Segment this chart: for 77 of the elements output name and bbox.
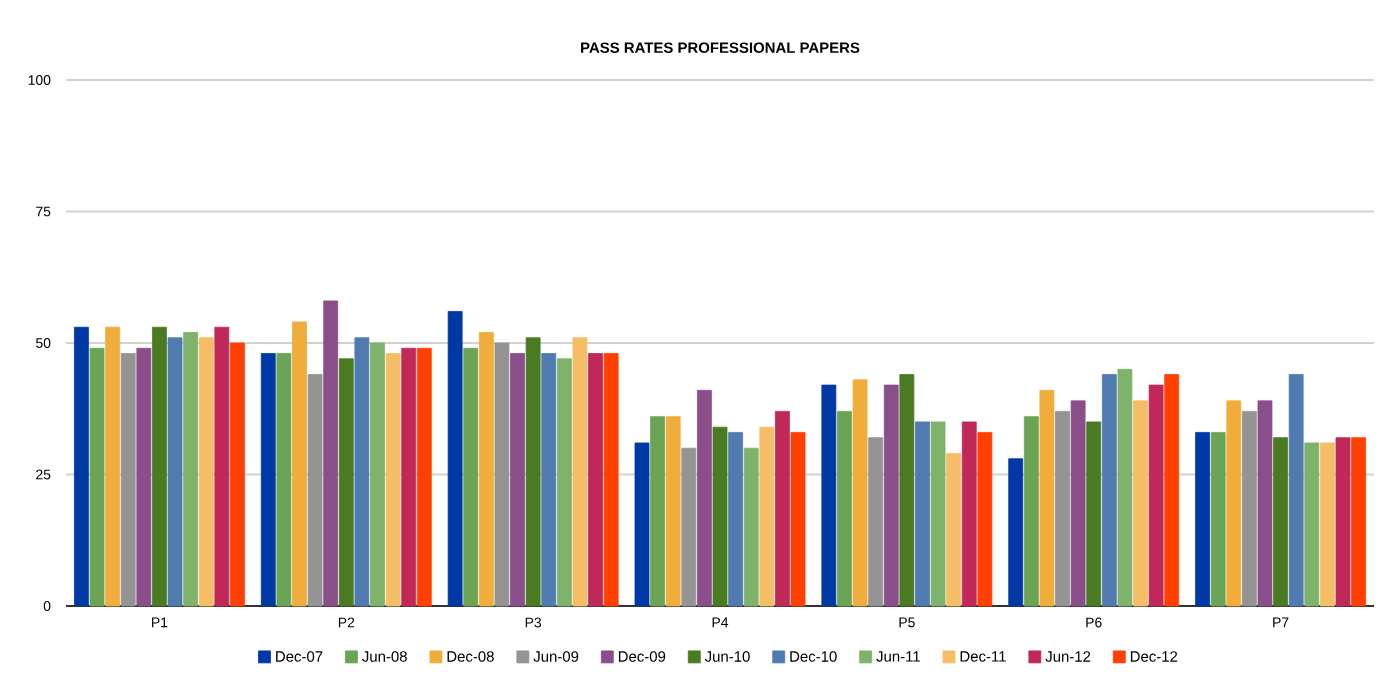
bar [463,347,479,607]
bar [401,347,417,607]
bar [89,347,105,607]
bar [120,353,136,607]
bar [837,410,852,607]
bar [260,353,276,607]
bar [1257,400,1273,607]
bar [1210,432,1226,607]
bar [728,432,743,607]
bar [883,384,899,607]
bar [1055,410,1070,607]
bar [681,447,697,607]
bar [556,358,572,607]
bar [1086,421,1102,607]
bar [198,337,214,607]
bar [1070,400,1086,607]
bar [1304,442,1320,607]
bar [712,426,728,607]
bar [292,321,307,607]
bar [868,437,884,607]
bar [214,326,230,607]
bar [478,332,494,607]
bar [338,358,354,607]
bar [946,453,962,607]
bar [525,337,541,607]
bar [323,300,339,607]
bar [1133,400,1148,607]
bar [1039,389,1055,607]
bar [183,332,199,607]
bar [852,379,868,607]
bar [230,342,245,607]
bar [650,416,665,607]
bar [307,374,323,607]
bar [790,432,806,607]
bar [915,421,930,607]
bar [1351,437,1366,607]
bar [961,421,977,607]
bar [105,326,121,607]
bar [1335,437,1351,607]
bar [743,447,759,607]
bar [354,337,370,607]
bar [899,374,915,607]
bar [1117,368,1133,607]
bar [775,410,790,607]
bar [1273,437,1288,607]
bar [930,421,946,607]
bar [1023,416,1039,607]
bar [603,353,619,607]
bar [1195,432,1210,607]
bar [1164,374,1180,607]
bar [541,353,557,607]
bar [665,416,681,607]
bar [167,337,183,607]
bar [1319,442,1335,607]
bar [821,384,837,607]
bar [136,347,152,607]
bar [416,347,432,607]
bar [510,353,525,607]
bar [634,442,650,607]
bar [152,326,167,607]
bar [977,432,993,607]
bar [1241,410,1257,607]
bar [1226,400,1242,607]
bar [572,337,588,607]
bar [370,342,385,607]
bar [759,426,775,607]
bar [697,389,712,607]
bar [74,326,89,607]
bar [494,342,510,607]
bar [588,353,603,607]
bar [1148,384,1164,607]
bar [447,311,463,607]
bar [1101,374,1117,607]
bar [1008,458,1024,607]
bar [385,353,401,607]
bar [276,353,292,607]
bar [1288,374,1304,607]
